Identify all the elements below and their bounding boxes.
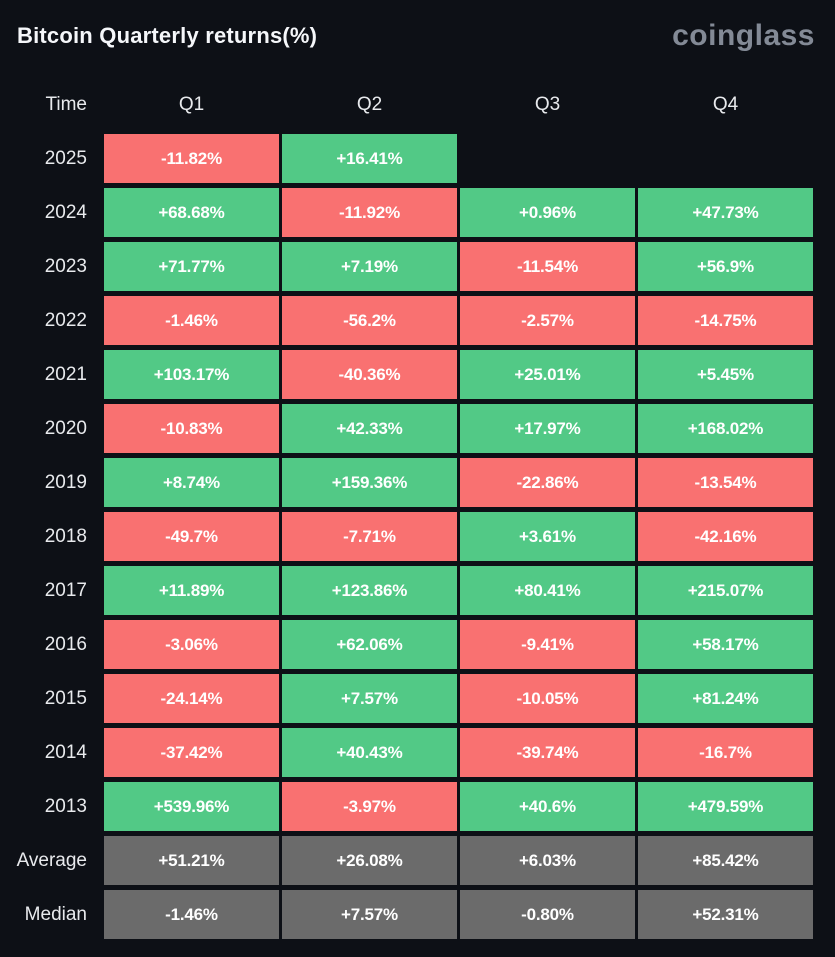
cell-2016-q1: -3.06% [104, 620, 279, 669]
cell-2020-q4: +168.02% [638, 404, 813, 453]
cell-2021-q1: +103.17% [104, 350, 279, 399]
cell-2025-q2: +16.41% [282, 134, 457, 183]
cell-2022-q2: -56.2% [282, 296, 457, 345]
row-label-average: Average [16, 849, 87, 871]
returns-table: Time Q1 Q2 Q3 Q4 2025 -11.82% +16.41% 2024 +68.68… [0, 80, 813, 939]
cell-2013-q2: -3.97% [282, 782, 457, 831]
cell-average-q3: +6.03% [460, 836, 635, 885]
cell-2024-q4: +47.73% [638, 188, 813, 237]
cell-2023-q2: +7.19% [282, 242, 457, 291]
cell-2024-q3: +0.96% [460, 188, 635, 237]
cell-median-q4: +52.31% [638, 890, 813, 939]
cell-2016-q2: +62.06% [282, 620, 457, 669]
cell-2022-q1: -1.46% [104, 296, 279, 345]
cell-2014-q4: -16.7% [638, 728, 813, 777]
cell-2015-q3: -10.05% [460, 674, 635, 723]
row-label-2014: 2014 [44, 741, 87, 763]
cell-2017-q2: +123.86% [282, 566, 457, 615]
row-label-2013: 2013 [44, 795, 87, 817]
cell-2019-q3: -22.86% [460, 458, 635, 507]
cell-2014-q2: +40.43% [282, 728, 457, 777]
row-label-2023: 2023 [44, 255, 87, 277]
cell-2024-q2: -11.92% [282, 188, 457, 237]
row-label-2018: 2018 [44, 525, 87, 547]
column-header-q1: Q1 [178, 93, 205, 115]
cell-2018-q4: -42.16% [638, 512, 813, 561]
cell-average-q2: +26.08% [282, 836, 457, 885]
cell-2022-q4: -14.75% [638, 296, 813, 345]
cell-2023-q3: -11.54% [460, 242, 635, 291]
cell-median-q2: +7.57% [282, 890, 457, 939]
cell-average-q1: +51.21% [104, 836, 279, 885]
cell-2021-q3: +25.01% [460, 350, 635, 399]
column-header-q3: Q3 [534, 93, 561, 115]
cell-median-q3: -0.80% [460, 890, 635, 939]
cell-2025-q1: -11.82% [104, 134, 279, 183]
cell-2013-q1: +539.96% [104, 782, 279, 831]
row-label-2024: 2024 [44, 201, 87, 223]
cell-2017-q3: +80.41% [460, 566, 635, 615]
cell-2021-q2: -40.36% [282, 350, 457, 399]
cell-2015-q2: +7.57% [282, 674, 457, 723]
row-label-2015: 2015 [44, 687, 87, 709]
cell-2020-q1: -10.83% [104, 404, 279, 453]
cell-2017-q1: +11.89% [104, 566, 279, 615]
topbar: Bitcoin Quarterly returns(%) coinglass [0, 0, 835, 52]
cell-2013-q3: +40.6% [460, 782, 635, 831]
cell-2015-q1: -24.14% [104, 674, 279, 723]
cell-2018-q3: +3.61% [460, 512, 635, 561]
coinglass-logo: coinglass [672, 19, 815, 52]
page-title: Bitcoin Quarterly returns(%) [17, 23, 318, 48]
cell-2021-q4: +5.45% [638, 350, 813, 399]
row-label-2025: 2025 [44, 147, 87, 169]
cell-2023-q4: +56.9% [638, 242, 813, 291]
column-header-q2: Q2 [356, 93, 383, 115]
cell-2013-q4: +479.59% [638, 782, 813, 831]
cell-2017-q4: +215.07% [638, 566, 813, 615]
row-label-median: Median [24, 903, 87, 925]
column-header-time: Time [45, 93, 87, 115]
cell-average-q4: +85.42% [638, 836, 813, 885]
row-label-2017: 2017 [44, 579, 87, 601]
cell-2025-q4-empty [638, 134, 813, 183]
cell-2018-q1: -49.7% [104, 512, 279, 561]
cell-2020-q2: +42.33% [282, 404, 457, 453]
cell-2014-q1: -37.42% [104, 728, 279, 777]
cell-2022-q3: -2.57% [460, 296, 635, 345]
row-label-2022: 2022 [44, 309, 87, 331]
cell-2019-q2: +159.36% [282, 458, 457, 507]
cell-2018-q2: -7.71% [282, 512, 457, 561]
row-label-2021: 2021 [44, 363, 87, 385]
cell-2019-q4: -13.54% [638, 458, 813, 507]
cell-2016-q4: +58.17% [638, 620, 813, 669]
column-header-q4: Q4 [712, 93, 739, 115]
cell-2019-q1: +8.74% [104, 458, 279, 507]
cell-2015-q4: +81.24% [638, 674, 813, 723]
cell-2020-q3: +17.97% [460, 404, 635, 453]
row-label-2016: 2016 [44, 633, 87, 655]
cell-2023-q1: +71.77% [104, 242, 279, 291]
row-label-2019: 2019 [44, 471, 87, 493]
cell-2016-q3: -9.41% [460, 620, 635, 669]
cell-2025-q3-empty [460, 134, 635, 183]
cell-2014-q3: -39.74% [460, 728, 635, 777]
row-label-2020: 2020 [44, 417, 87, 439]
cell-median-q1: -1.46% [104, 890, 279, 939]
cell-2024-q1: +68.68% [104, 188, 279, 237]
